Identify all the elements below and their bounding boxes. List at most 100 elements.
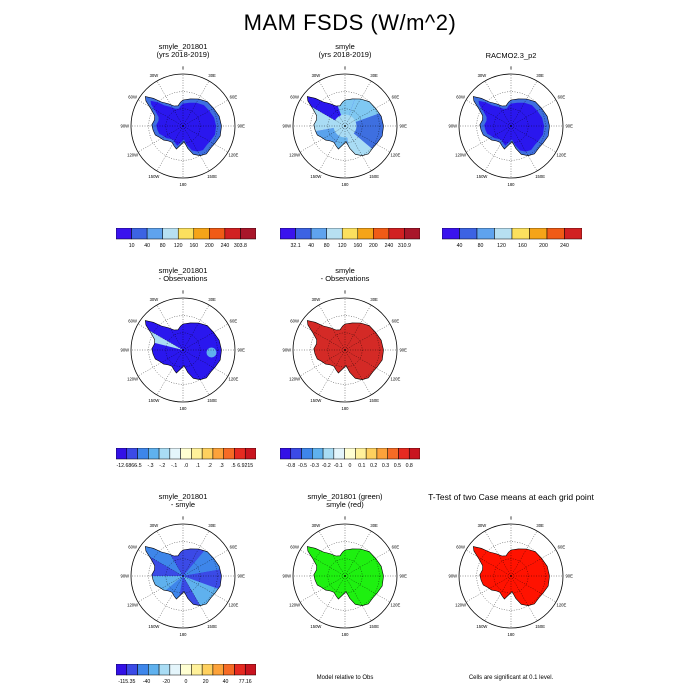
colorbar-swatch: [290, 448, 302, 460]
figure-title: MAM FSDS (W/m^2): [243, 10, 457, 35]
colorbar-tick-label: 240: [221, 243, 230, 249]
colorbar-tick-label: -12.6866: [117, 463, 138, 469]
colorbar-swatch: [344, 448, 356, 460]
colorbar-swatch: [158, 448, 171, 460]
panel-smyle-201801-minus-obs: smyle_201801- Observations 0 30E 60E 90E 120…: [118, 267, 248, 437]
longitude-label: 120W: [289, 153, 300, 158]
longitude-label: 60W: [456, 545, 465, 550]
colorbar-tick-label: -0.5: [298, 463, 307, 469]
longitude-label: 120E: [229, 377, 239, 382]
colorbar-swatch: [193, 228, 210, 240]
colorbar-swatch: [224, 228, 241, 240]
colorbar-tick-label: .0: [184, 463, 188, 469]
longitude-label: 60E: [230, 95, 238, 100]
colorbar-tick-label: -.3: [147, 463, 153, 469]
colorbar-tick-label: 40: [457, 243, 463, 249]
longitude-label: 90W: [282, 348, 291, 353]
longitude-label: 30E: [536, 523, 544, 528]
longitude-label: 60W: [290, 95, 299, 100]
colorbar-swatch: [169, 664, 181, 676]
panel-title: smyle_201801- smyle: [158, 492, 208, 509]
colorbar-tick-label: 303.8: [234, 243, 247, 249]
colorbar-swatch: [148, 664, 160, 676]
colorbar-swatch: [301, 448, 313, 460]
colorbar-swatch: [373, 228, 390, 240]
colorbar-tick-label: 32.1: [291, 243, 301, 249]
colorbar-swatch: [295, 228, 312, 240]
longitude-label: 150E: [369, 398, 379, 403]
longitude-label: 60E: [392, 545, 400, 550]
longitude-label: 90W: [282, 574, 291, 579]
panel-ttest: T-Test of two Case means at each grid po…: [428, 493, 594, 663]
longitude-label: 120W: [127, 603, 138, 608]
longitude-label: 120E: [391, 603, 401, 608]
panel-title: RACMO2.3_p2: [485, 51, 537, 60]
colorbar-tick-label: 200: [205, 243, 214, 249]
longitude-label: 0: [510, 65, 513, 70]
polar-map: 0 30E 60E 90E 120E 150E 180 150W 120W 90W 60W 30W: [448, 515, 573, 637]
longitude-label: 180: [342, 632, 350, 637]
colorbar-tick-label: 160: [353, 243, 362, 249]
colorbar-swatch: [223, 448, 235, 460]
colorbar-swatch: [137, 448, 149, 460]
panel-model-relative-obs: smyle_201801 (green) smyle (red) 0 30E 60E 9…: [280, 493, 410, 663]
longitude-label: 120E: [229, 603, 239, 608]
colorbar-swatch: [116, 664, 128, 676]
colorbar-swatch: [223, 664, 235, 676]
colorbar-swatch: [158, 664, 171, 676]
longitude-label: 90W: [120, 348, 129, 353]
colorbar-swatch: [126, 448, 138, 460]
longitude-label: 60E: [558, 545, 566, 550]
longitude-label: 150W: [476, 624, 487, 629]
colorbar-tick-label: .3: [219, 463, 223, 469]
longitude-label: 90E: [565, 124, 573, 129]
longitude-label: 150W: [310, 398, 321, 403]
colorbar-swatch: [131, 228, 148, 240]
colorbar-swatch: [312, 448, 324, 460]
colorbar-swatch: [137, 664, 149, 676]
panel-title: smyle (yrs 2018-2019): [318, 42, 372, 59]
longitude-label: 180: [508, 632, 516, 637]
colorbar-tick-label: 40: [308, 243, 314, 249]
colorbar-swatch: [476, 228, 495, 240]
colorbar-swatch: [201, 664, 214, 676]
longitude-label: 150E: [207, 398, 217, 403]
longitude-label: 30W: [478, 73, 487, 78]
colorbar-swatch: [234, 448, 246, 460]
colorbar-tick-label: 20: [203, 679, 209, 685]
colorbar-swatch: [322, 448, 335, 460]
colorbar-swatch: [280, 448, 292, 460]
colorbar-swatch: [234, 664, 246, 676]
colorbar-swatch: [355, 448, 367, 460]
longitude-label: 30E: [208, 73, 216, 78]
colorbar-tick-label: 40: [223, 679, 229, 685]
colorbar-swatch: [333, 448, 345, 460]
longitude-label: 180: [180, 632, 188, 637]
colorbar-tick-label: 0.5: [394, 463, 401, 469]
colorbar-swatch: [494, 228, 513, 240]
colorbar-swatch: [280, 228, 296, 240]
longitude-label: 60E: [558, 95, 566, 100]
colorbar-tick-label: 80: [478, 243, 484, 249]
longitude-label: 60W: [290, 545, 299, 550]
longitude-label: 30W: [150, 73, 159, 78]
panel-racmo-obs: RACMO2.3_p2 0 30E 60E 90E 120E 150E 180 150W 120…: [446, 43, 576, 213]
longitude-label: 90W: [120, 124, 129, 129]
colorbar-tick-label: -.2: [159, 463, 165, 469]
longitude-label: 180: [342, 406, 350, 411]
colorbar-case-difference: -115.35 -40 -20 0 20 40 77.16: [116, 664, 256, 694]
colorbar-tick-label: 120: [338, 243, 347, 249]
longitude-label: 90W: [448, 124, 457, 129]
panel-case-difference: smyle_201801- smyle 0 30E 60E 90E 120E 150E 18…: [118, 493, 248, 663]
colorbar-swatch: [564, 228, 582, 240]
longitude-label: 0: [344, 515, 347, 520]
colorbar-tick-label: -0.3: [310, 463, 319, 469]
colorbar-svg: 10 40 80 120 160 200 240 303.8: [116, 228, 256, 249]
colorbar-swatch: [357, 228, 374, 240]
longitude-label: 30E: [208, 297, 216, 302]
colorbar-tick-label: -20: [163, 679, 171, 685]
longitude-label: 150W: [148, 398, 159, 403]
colorbar-tick-label: 80: [324, 243, 330, 249]
colorbar-smyle-climo: 32.1 40 80 120 160 200 240 310.9: [280, 228, 420, 258]
colorbar-swatch: [398, 448, 410, 460]
